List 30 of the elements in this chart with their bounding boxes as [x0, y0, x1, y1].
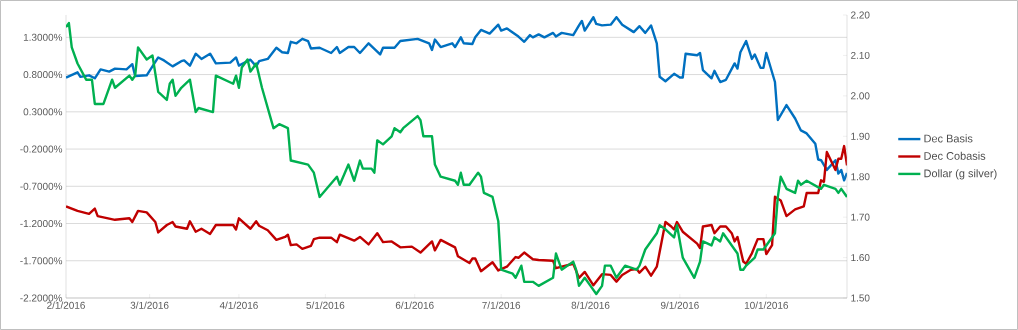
x-tick-label: 4/1/2016: [219, 301, 258, 309]
legend-label: Dec Cobasis: [924, 151, 986, 160]
y-tick-label: 1.3000%: [23, 33, 63, 41]
y-tick-label: -1.7000%: [20, 257, 63, 265]
x-tick-label: 10/1/2016: [744, 301, 789, 309]
y2-tick-label: 1.80: [851, 173, 870, 181]
y2-tick-label: 1.90: [851, 132, 870, 140]
x-tick-label: 2/1/2016: [47, 301, 85, 309]
line-series: [66, 16, 848, 182]
y2-tick-label: 2.00: [851, 92, 870, 100]
y-tick-label: -0.7000%: [20, 182, 63, 190]
y-tick-label: -2.2000%: [20, 294, 63, 302]
x-tick-label: 8/1/2016: [571, 301, 610, 309]
x-tick-label: 3/1/2016: [130, 301, 169, 309]
y2-tick-label: 1.60: [851, 254, 870, 262]
line-series: [66, 144, 848, 287]
y2-tick-label: 1.50: [851, 294, 870, 302]
y-tick-label: -1.2000%: [20, 220, 63, 228]
y2-tick-label: 2.10: [851, 51, 870, 59]
legend-label: Dec Basis: [924, 134, 973, 143]
x-tick-label: 7/1/2016: [482, 301, 521, 309]
y-tick-label: 0.8000%: [23, 71, 63, 79]
y2-tick-label: 2.20: [851, 11, 870, 19]
x-tick-label: 9/1/2016: [660, 301, 699, 309]
x-tick-label: 5/1/2016: [306, 301, 345, 309]
legend-label: Dollar (g silver): [924, 169, 997, 180]
y-tick-label: -0.2000%: [20, 145, 63, 153]
x-tick-label: 6/1/2016: [395, 301, 434, 309]
y-tick-label: 0.3000%: [23, 108, 63, 116]
y2-tick-label: 1.70: [851, 213, 870, 221]
